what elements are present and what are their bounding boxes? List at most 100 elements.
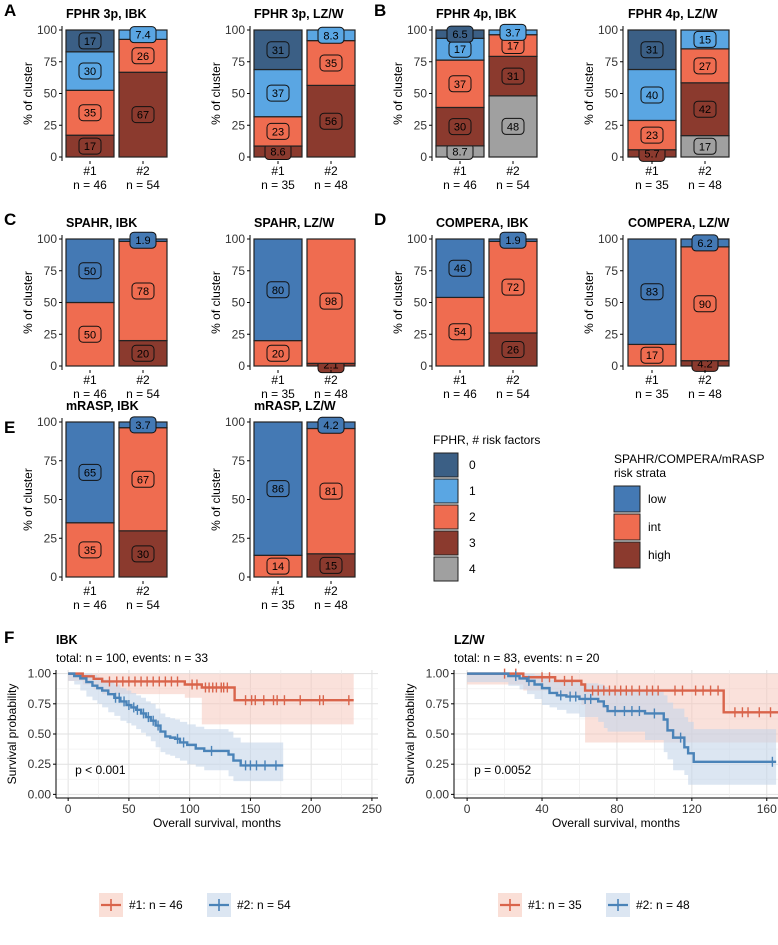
y-axis-label: Survival probability <box>5 684 19 785</box>
y-tick-label: 50 <box>232 296 246 310</box>
legend-swatch <box>433 452 459 478</box>
y-tick-label: 0.00 <box>28 787 52 801</box>
bar-panel: FPHR 4p, LZ/W % of cluster 0 25 50 75 100 5.7 23… <box>582 7 730 192</box>
n-label: n = 54 <box>126 598 160 612</box>
panel-letter: D <box>374 210 386 229</box>
y-tick-label: 50 <box>414 87 428 101</box>
y-axis-label: % of cluster <box>21 468 35 531</box>
x-tick-label: #1 <box>271 164 285 178</box>
data-label-box <box>129 416 157 434</box>
km-title: LZ/W <box>454 633 485 647</box>
panel-title: FPHR 4p, IBK <box>436 7 517 21</box>
y-tick-label: 50 <box>605 87 619 101</box>
n-label: n = 48 <box>688 387 722 401</box>
y-tick-label: 0.25 <box>28 757 52 771</box>
x-tick-label: 0 <box>65 802 72 816</box>
data-label-box <box>131 106 155 124</box>
x-tick-label: #1 <box>83 584 97 598</box>
y-tick-label: 25 <box>44 118 58 132</box>
legend-label: #1: n = 46 <box>129 898 183 912</box>
y-tick-label: 75 <box>44 454 58 468</box>
data-label-box <box>693 57 717 75</box>
y-tick-label: 0 <box>611 150 618 164</box>
data-label-box <box>266 84 290 102</box>
data-label: 35 <box>325 58 337 70</box>
data-label: 17 <box>699 141 711 153</box>
n-label: n = 48 <box>314 598 348 612</box>
data-label-box <box>131 47 155 65</box>
panel-letter: A <box>4 1 16 20</box>
n-label: n = 48 <box>314 178 348 192</box>
data-label: 65 <box>84 467 96 479</box>
legend-title: risk strata <box>614 466 666 480</box>
km-curve <box>68 672 354 702</box>
y-tick-label: 0 <box>50 150 57 164</box>
y-tick-label: 50 <box>44 493 58 507</box>
data-label: 17 <box>646 350 658 362</box>
panel-letter: E <box>4 418 15 437</box>
y-tick-label: 75 <box>44 55 58 69</box>
x-tick-label: 40 <box>535 802 549 816</box>
data-label-box <box>693 100 717 118</box>
n-label: n = 46 <box>73 387 107 401</box>
y-tick-label: 50 <box>44 296 58 310</box>
y-tick-label: 25 <box>605 327 619 341</box>
data-label: 26 <box>137 51 149 63</box>
data-label-box <box>78 463 102 481</box>
legend-label: 3 <box>469 536 476 550</box>
data-label: 98 <box>325 296 337 308</box>
y-axis-label: % of cluster <box>209 271 223 334</box>
data-label-box <box>501 278 525 296</box>
y-tick-label: 0 <box>50 359 57 373</box>
y-tick-label: 50 <box>414 296 428 310</box>
data-label-box <box>131 344 155 362</box>
x-tick-label: #2 <box>324 164 338 178</box>
y-tick-label: 100 <box>37 232 57 246</box>
y-tick-label: 25 <box>44 327 58 341</box>
y-axis-label: % of cluster <box>582 271 596 334</box>
bar-panel: SPAHR, IBK% of cluster02550751005050#1n … <box>21 216 168 401</box>
data-label: 14 <box>272 561 284 573</box>
n-label: n = 48 <box>314 387 348 401</box>
n-label: n = 54 <box>126 387 160 401</box>
data-label-box <box>266 344 290 362</box>
x-tick-label: #1 <box>453 164 467 178</box>
y-tick-label: 0 <box>50 570 57 584</box>
km-title: IBK <box>56 633 78 647</box>
data-label: 7.4 <box>135 30 150 42</box>
bar-panel: mRASP, LZ/W% of cluster02550751001486#1n… <box>209 399 356 612</box>
data-label-box <box>266 41 290 59</box>
data-label-box <box>266 281 290 299</box>
legend-label: #2: n = 48 <box>636 898 690 912</box>
data-label-box <box>640 86 664 104</box>
x-axis-label: Overall survival, months <box>552 816 680 830</box>
km-panel: IBK total: n = 100, events: n = 33 0.00 0.2… <box>5 633 382 917</box>
x-tick-label: 200 <box>301 802 321 816</box>
y-tick-label: 100 <box>225 415 245 429</box>
legend-label: #2: n = 54 <box>237 898 291 912</box>
n-label: n = 35 <box>635 178 669 192</box>
data-label-box <box>448 323 472 341</box>
y-tick-label: 0.75 <box>426 697 450 711</box>
data-label: 30 <box>137 549 149 561</box>
data-label: 20 <box>272 348 284 360</box>
panel-title: mRASP, IBK <box>66 399 139 413</box>
data-label: 31 <box>272 45 284 57</box>
data-label: 6.2 <box>697 238 712 250</box>
km-panel: LZ/W total: n = 83, events: n = 20 0.00 0.2… <box>403 633 778 917</box>
legend-swatch <box>433 530 459 556</box>
y-tick-label: 0 <box>238 570 245 584</box>
legend-swatch <box>613 513 641 541</box>
n-label: n = 35 <box>261 387 295 401</box>
x-tick-label: 160 <box>757 802 777 816</box>
data-label-box <box>693 137 717 155</box>
data-label: 8.3 <box>323 30 338 42</box>
legend-fphr: FPHR, # risk factors 0 1 2 3 4 <box>433 433 540 582</box>
data-label: 35 <box>84 545 96 557</box>
legend-swatch <box>433 556 459 582</box>
y-axis-label: % of cluster <box>391 271 405 334</box>
data-label: 23 <box>272 126 284 138</box>
y-axis-label: % of cluster <box>391 62 405 125</box>
p-value: p < 0.001 <box>75 763 126 777</box>
